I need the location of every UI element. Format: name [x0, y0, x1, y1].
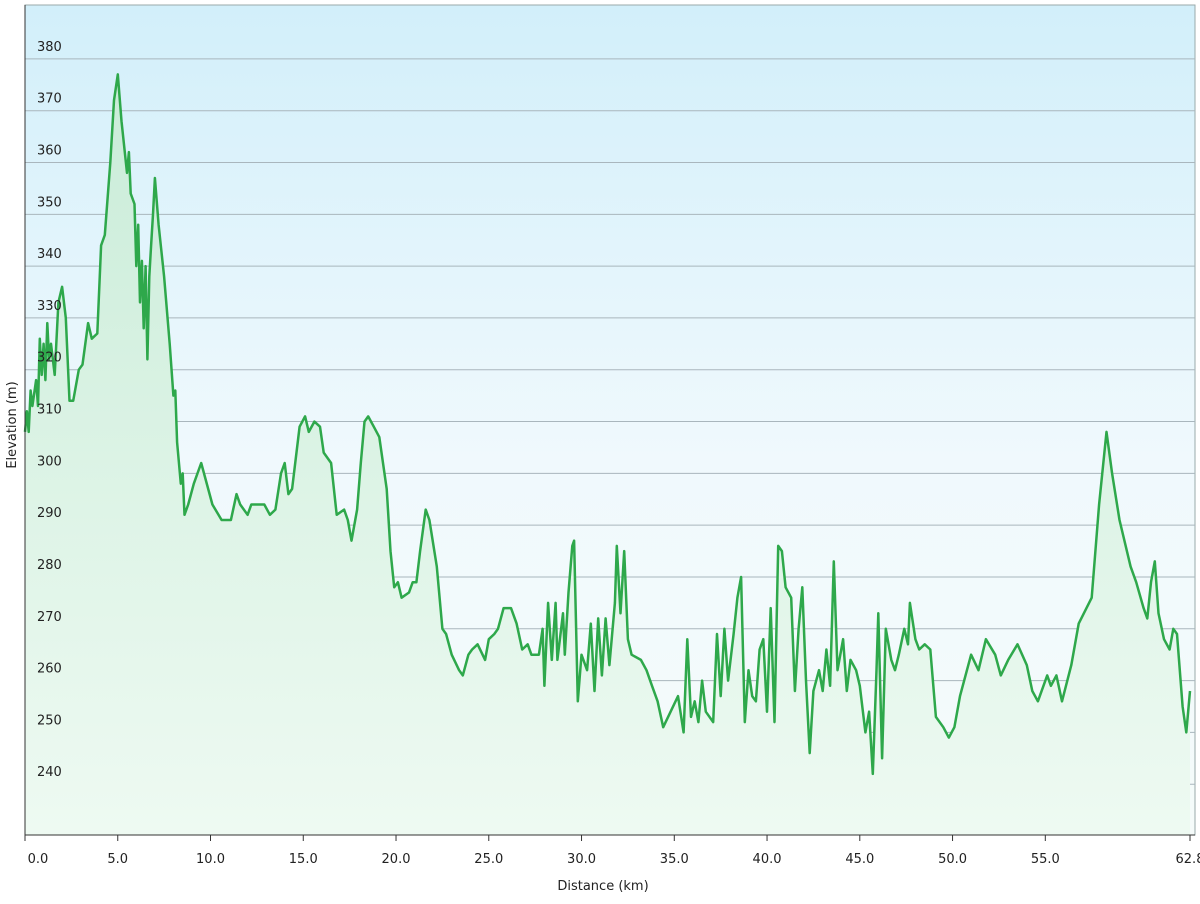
x-tick-label: 50.0 — [938, 852, 967, 867]
y-tick-label: 380 — [37, 40, 62, 55]
x-tick-label: 45.0 — [845, 852, 874, 867]
y-tick-label: 260 — [37, 662, 62, 677]
y-tick-label: 280 — [37, 558, 62, 573]
y-tick-label: 330 — [37, 299, 62, 314]
x-tick-label: 55.0 — [1031, 852, 1060, 867]
y-tick-label: 350 — [37, 195, 62, 210]
y-tick-label: 320 — [37, 351, 62, 366]
y-tick-label: 300 — [37, 454, 62, 469]
x-tick-label: 25.0 — [474, 852, 503, 867]
y-tick-label: 270 — [37, 610, 62, 625]
x-tick-label: 35.0 — [660, 852, 689, 867]
y-tick-label: 370 — [37, 92, 62, 107]
x-tick-label: 20.0 — [382, 852, 411, 867]
x-tick-label: 40.0 — [753, 852, 782, 867]
y-tick-label: 240 — [37, 765, 62, 780]
x-tick-label: 10.0 — [196, 852, 225, 867]
y-tick-label: 290 — [37, 506, 62, 521]
x-tick-label: 15.0 — [289, 852, 318, 867]
y-tick-label: 250 — [37, 713, 62, 728]
x-axis-label: Distance (km) — [557, 879, 648, 894]
y-tick-label: 310 — [37, 403, 62, 418]
y-tick-label: 360 — [37, 144, 62, 159]
x-tick-label: 5.0 — [107, 852, 128, 867]
elevation-line — [23, 73, 1192, 776]
x-tick-label: 62.8 — [1176, 852, 1200, 867]
x-tick-label: 30.0 — [567, 852, 596, 867]
elevation-area — [25, 74, 1190, 835]
x-tick-label: 0.0 — [28, 852, 49, 867]
y-tick-label: 340 — [37, 247, 62, 262]
y-axis-label: Elevation (m) — [5, 381, 20, 468]
